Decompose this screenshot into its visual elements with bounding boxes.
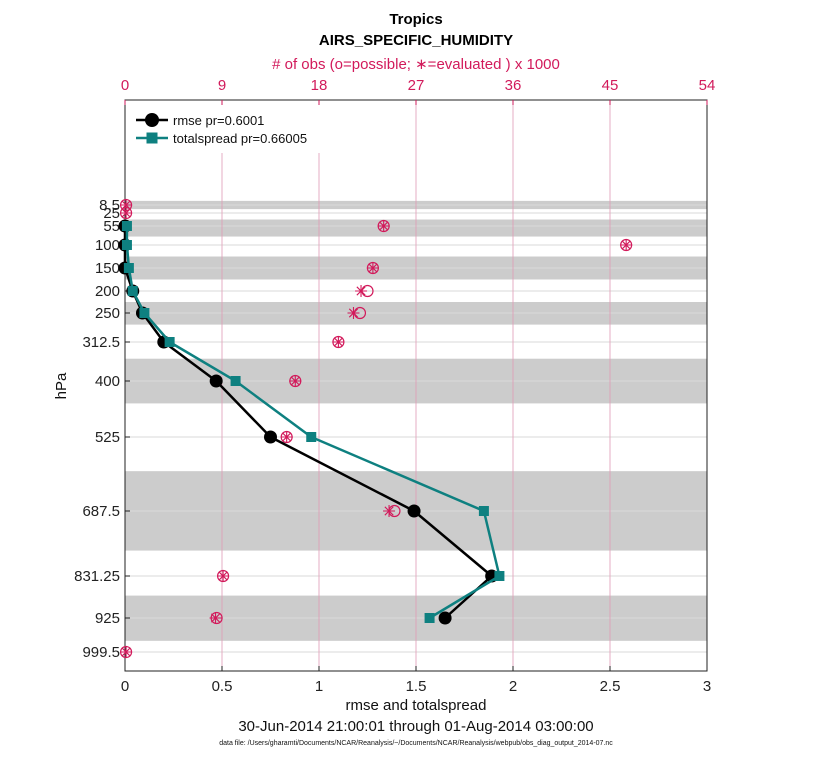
obs-evaluated-marker: [366, 262, 379, 274]
x-axis-label: rmse and totalspread: [346, 697, 487, 714]
totalspread-line: [125, 226, 501, 620]
chart-title: Tropics: [389, 11, 442, 28]
totalspread-point: [121, 240, 132, 250]
top-axis-label: # of obs (o=possible; ∗=evaluated ) x 10…: [272, 56, 560, 73]
top-tick-label: 54: [699, 77, 716, 94]
top-tick-label: 9: [218, 77, 226, 94]
bottom-x-ticks: 0 0.5 1 1.5 2 2.5 3: [121, 666, 711, 695]
totalspread-point: [478, 506, 489, 516]
y-tick-label: 525: [95, 429, 120, 446]
legend-rmse-label: rmse pr=0.6001: [173, 113, 264, 128]
obs-evaluated-marker: [289, 375, 302, 387]
top-x-ticks: 0 9 18 27 36 45 54: [121, 77, 716, 105]
y-tick-label: 925: [95, 610, 120, 627]
rmse-point: [209, 374, 223, 388]
obs-evaluated-marker: [209, 612, 222, 624]
obs-evaluated-marker: [120, 207, 133, 219]
y-tick-label: 400: [95, 373, 120, 390]
legend-totalspread-marker: [146, 132, 158, 144]
x-tick-label: 2: [509, 678, 517, 695]
top-tick-label: 0: [121, 77, 129, 94]
totalspread-point: [424, 613, 435, 623]
obs-evaluated-marker: [383, 505, 396, 517]
y-tick-label: 25: [103, 205, 120, 222]
legend-rmse-marker: [145, 113, 159, 127]
x-tick-label: 0: [121, 678, 129, 695]
date-range: 30-Jun-2014 21:00:01 through 01-Aug-2014…: [238, 718, 593, 735]
chart-subtitle: AIRS_SPECIFIC_HUMIDITY: [319, 32, 513, 49]
y-tick-label: 312.5: [82, 334, 120, 351]
obs-evaluated-marker: [280, 431, 293, 443]
legend-totalspread-label: totalspread pr=0.66005: [173, 131, 307, 146]
totalspread-point: [139, 308, 150, 318]
series-lines: [118, 219, 505, 625]
obs-evaluated-marker: [120, 199, 133, 211]
top-tick-label: 45: [602, 77, 619, 94]
rmse-point: [407, 504, 421, 518]
totalspread-point: [164, 337, 175, 347]
legend: rmse pr=0.6001 totalspread pr=0.66005: [130, 105, 340, 153]
y-tick-label: 687.5: [82, 503, 120, 520]
obs-count-markers: [119, 198, 633, 659]
obs-evaluated-marker: [355, 285, 368, 297]
legend-box: [130, 105, 340, 153]
rmse-line: [123, 226, 493, 619]
obs-evaluated-marker: [217, 570, 230, 582]
y-tick-label: 999.5: [82, 644, 120, 661]
totalspread-point: [494, 571, 505, 581]
obs-evaluated-marker: [332, 336, 345, 348]
totalspread-point: [306, 432, 317, 442]
y-tick-label: 55: [103, 218, 120, 235]
y-tick-label: 831.25: [74, 568, 120, 585]
top-tick-label: 18: [311, 77, 328, 94]
y-tick-label: 250: [95, 305, 120, 322]
totalspread-point: [123, 263, 134, 273]
y-axis-label: hPa: [53, 372, 70, 399]
y-tick-label: 8.5: [99, 197, 120, 214]
totalspread-point: [121, 221, 132, 231]
rmse-point: [438, 611, 452, 625]
y-tick-label: 100: [95, 237, 120, 254]
obs-evaluated-marker: [347, 307, 360, 319]
obs-evaluated-marker: [620, 239, 633, 251]
top-tick-label: 36: [505, 77, 522, 94]
data-file-path: data file: /Users/gharamti/Documents/NCA…: [219, 740, 613, 747]
y-tick-label: 200: [95, 283, 120, 300]
rmse-point: [264, 430, 277, 444]
x-tick-label: 1: [315, 678, 323, 695]
obs-evaluated-marker: [120, 646, 133, 658]
x-tick-label: 0.5: [212, 678, 233, 695]
x-tick-label: 3: [703, 678, 711, 695]
x-tick-label: 2.5: [600, 678, 621, 695]
top-tick-label: 27: [408, 77, 425, 94]
obs-evaluated-marker: [377, 220, 390, 232]
y-tick-label: 150: [95, 260, 120, 277]
totalspread-point: [230, 376, 241, 386]
x-tick-label: 1.5: [406, 678, 427, 695]
totalspread-point: [127, 286, 138, 296]
